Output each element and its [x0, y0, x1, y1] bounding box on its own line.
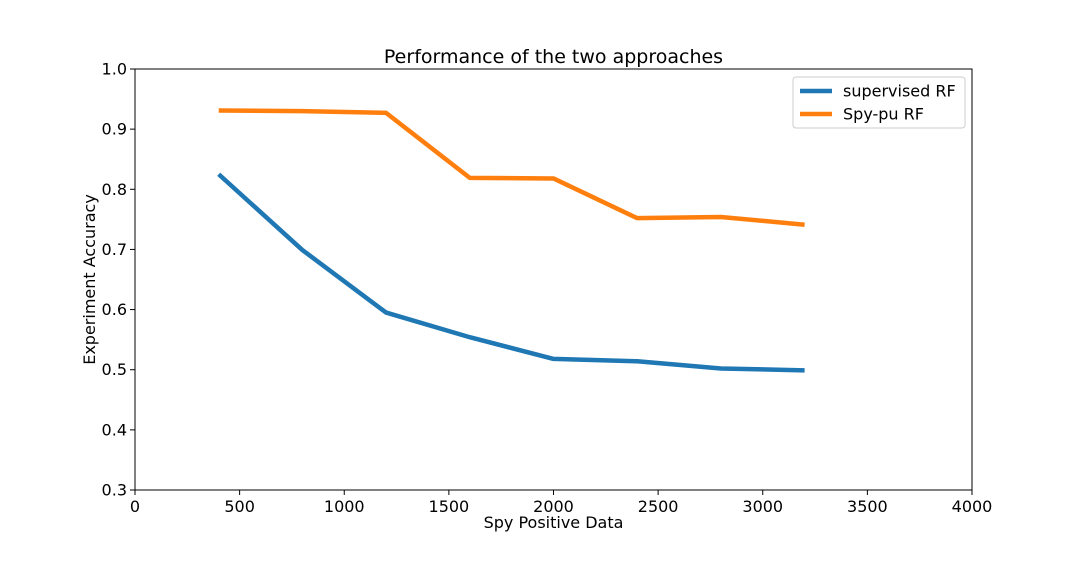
y-tick-label: 1.0 — [102, 60, 127, 79]
legend: supervised RF Spy-pu RF — [792, 76, 966, 129]
series-line-supervised-rf — [217, 172, 805, 373]
legend-box — [792, 76, 966, 129]
x-axis: 0 500 1000 1500 2000 2500 3000 3500 4000 — [130, 490, 992, 516]
y-tick-label: 0.3 — [102, 481, 127, 500]
x-tick-label: 1000 — [324, 497, 365, 516]
y-tick-label: 0.8 — [102, 180, 127, 199]
y-tick-label: 0.6 — [102, 300, 127, 319]
x-tick-label: 500 — [224, 497, 255, 516]
x-axis-label: Spy Positive Data — [484, 513, 624, 532]
x-tick-label: 3500 — [847, 497, 888, 516]
series-line-spy-pu-rf — [218, 108, 805, 228]
x-tick-label: 2500 — [638, 497, 679, 516]
y-axis-label: Experiment Accuracy — [80, 194, 99, 365]
legend-label-supervised-rf: supervised RF — [843, 82, 956, 101]
x-tick-label: 3000 — [742, 497, 783, 516]
x-tick-label: 0 — [130, 497, 140, 516]
x-tick-label: 1500 — [429, 497, 470, 516]
y-axis: 0.3 0.4 0.5 0.6 0.7 0.8 0.9 1.0 — [102, 60, 135, 500]
y-tick-label: 0.7 — [102, 240, 127, 259]
chart-title: Performance of the two approaches — [384, 46, 723, 68]
x-tick-label: 2000 — [533, 497, 574, 516]
y-tick-label: 0.5 — [102, 360, 127, 379]
x-tick-label: 4000 — [952, 497, 993, 516]
legend-label-spy-pu-rf: Spy-pu RF — [843, 105, 924, 124]
y-tick-label: 0.4 — [102, 420, 127, 439]
y-tick-label: 0.9 — [102, 120, 127, 139]
plot-frame — [134, 68, 973, 491]
plot-area — [217, 108, 805, 373]
